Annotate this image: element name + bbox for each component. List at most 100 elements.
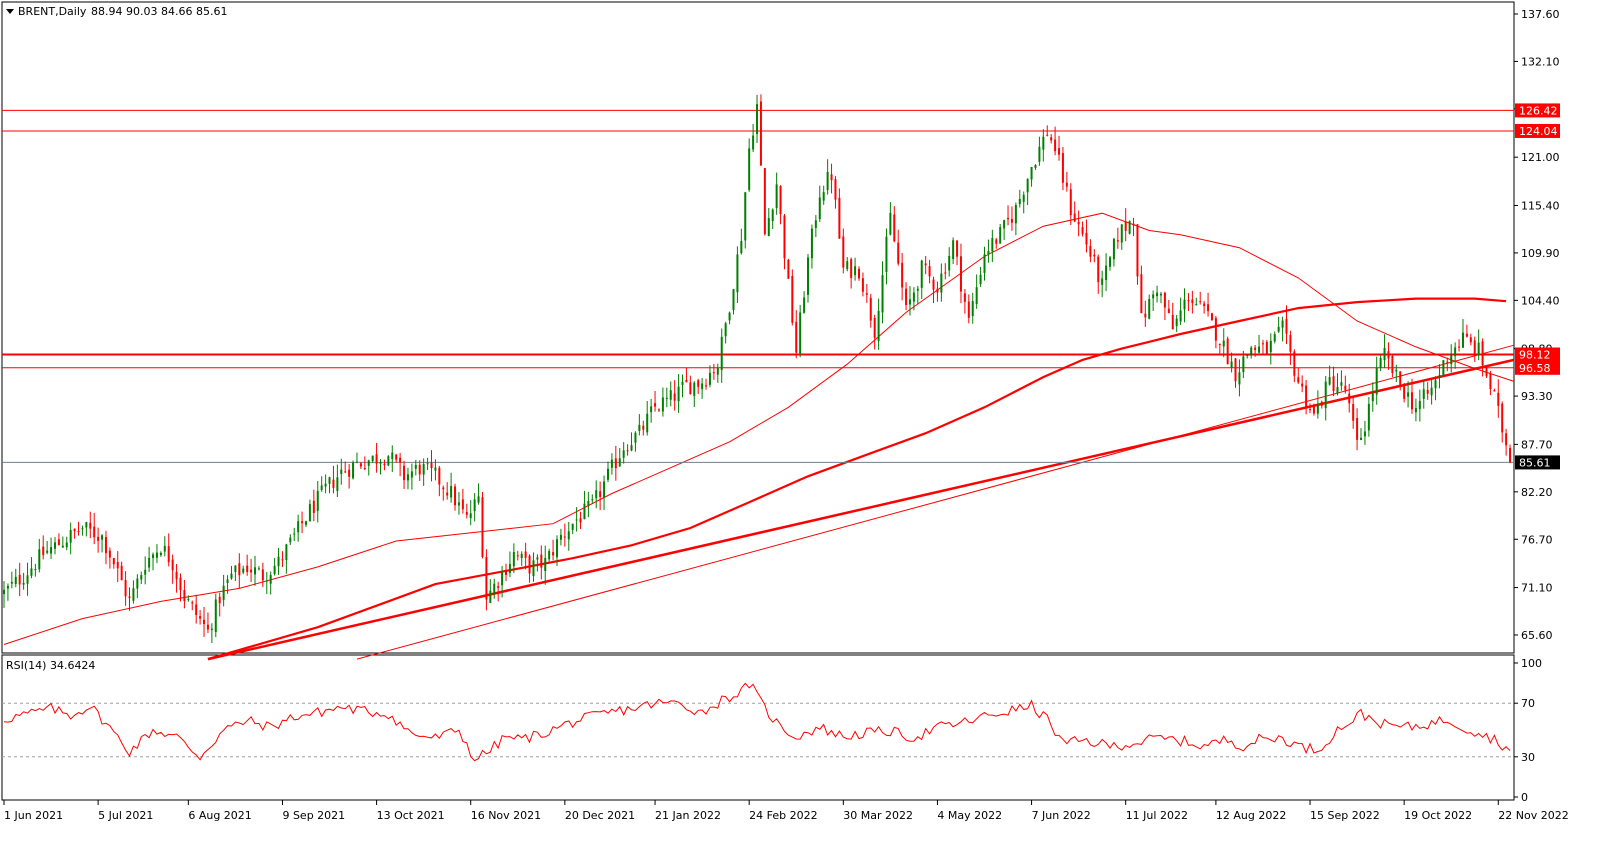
rsi-tick-label: 100 bbox=[1521, 657, 1542, 670]
candle-body bbox=[179, 577, 182, 591]
candle-body bbox=[285, 544, 288, 561]
candle-body bbox=[638, 424, 641, 431]
candle-body bbox=[818, 197, 821, 220]
candle-body bbox=[359, 463, 362, 467]
candle-body bbox=[1116, 240, 1119, 242]
candle-body bbox=[920, 260, 923, 288]
rsi-line-path bbox=[3, 682, 1511, 762]
candle-body bbox=[673, 393, 676, 401]
candle-body bbox=[905, 288, 908, 305]
candlesticks bbox=[3, 94, 1512, 643]
candle-body bbox=[1179, 310, 1182, 322]
time-tick-label: 30 Mar 2022 bbox=[843, 809, 913, 822]
time-tick-label: 21 Jan 2022 bbox=[655, 809, 721, 822]
price-tick-label: 93.30 bbox=[1521, 390, 1553, 403]
candle-body bbox=[512, 552, 515, 567]
candle-body bbox=[1336, 387, 1339, 394]
candle-body bbox=[1167, 308, 1170, 314]
candle-body bbox=[152, 554, 155, 559]
level-tag-bg bbox=[1515, 347, 1560, 362]
candle-body bbox=[587, 501, 590, 507]
candle-body bbox=[195, 604, 198, 616]
candle-body bbox=[69, 530, 72, 543]
candle-body bbox=[183, 590, 186, 602]
candle-body bbox=[477, 496, 480, 503]
candle-body bbox=[1148, 298, 1151, 319]
candle-body bbox=[614, 458, 617, 469]
candle-body bbox=[112, 558, 115, 565]
candle-body bbox=[1038, 146, 1041, 162]
candle-body bbox=[826, 171, 829, 191]
candle-body bbox=[999, 227, 1002, 244]
candle-body bbox=[304, 521, 307, 525]
candle-body bbox=[128, 596, 131, 599]
candle-body bbox=[857, 268, 860, 279]
candle-body bbox=[1493, 390, 1496, 392]
level-tag: 126.42 bbox=[1519, 104, 1558, 117]
candle-body bbox=[575, 519, 578, 521]
candle-body bbox=[1171, 314, 1174, 330]
candle-body bbox=[328, 477, 331, 484]
candle-body bbox=[446, 492, 449, 496]
candle-body bbox=[171, 559, 174, 571]
candle-body bbox=[383, 463, 386, 465]
level-tag: 98.12 bbox=[1519, 349, 1551, 362]
symbol-label: BRENT,Daily bbox=[18, 5, 87, 18]
price-axis: 137.60132.10126.60121.00115.40109.90104.… bbox=[1514, 8, 1560, 642]
candle-body bbox=[1210, 313, 1213, 321]
candle-body bbox=[1442, 360, 1445, 377]
candle-body bbox=[787, 259, 790, 279]
candle-body bbox=[1312, 406, 1315, 414]
candle-body bbox=[1371, 393, 1374, 402]
level-tag-bg bbox=[1515, 123, 1560, 138]
candle-body bbox=[1007, 217, 1010, 220]
candle-body bbox=[505, 569, 508, 575]
candle-body bbox=[536, 557, 539, 560]
candle-body bbox=[144, 569, 147, 575]
time-tick-label: 20 Dec 2021 bbox=[565, 809, 635, 822]
price-tick-label: 104.40 bbox=[1521, 294, 1560, 307]
candle-body bbox=[1207, 304, 1210, 312]
candle-body bbox=[1128, 221, 1131, 234]
candle-body bbox=[399, 457, 402, 463]
candle-body bbox=[693, 382, 696, 396]
candle-body bbox=[995, 239, 998, 244]
candle-body bbox=[873, 317, 876, 338]
candle-body bbox=[434, 467, 437, 471]
candle-body bbox=[1340, 382, 1343, 386]
chart-header: BRENT,Daily 88.94 90.03 84.66 85.61 bbox=[6, 5, 227, 18]
candle-body bbox=[1430, 387, 1433, 396]
candle-body bbox=[579, 518, 582, 523]
candle-body bbox=[1509, 447, 1512, 463]
candle-body bbox=[1305, 385, 1308, 407]
dropdown-triangle-icon[interactable] bbox=[6, 9, 14, 14]
candle-body bbox=[53, 542, 56, 549]
candle-body bbox=[865, 293, 868, 295]
candle-body bbox=[1316, 404, 1319, 414]
rsi-tick-label: 70 bbox=[1521, 697, 1535, 710]
candle-body bbox=[277, 556, 280, 567]
candle-body bbox=[387, 456, 390, 466]
candle-body bbox=[885, 236, 888, 272]
candle-body bbox=[1191, 299, 1194, 304]
candle-body bbox=[959, 256, 962, 292]
price-tick-label: 121.00 bbox=[1521, 151, 1560, 164]
candle-body bbox=[406, 474, 409, 481]
candle-body bbox=[822, 192, 825, 201]
candle-body bbox=[426, 463, 429, 465]
candle-body bbox=[1101, 278, 1104, 285]
candle-body bbox=[599, 491, 602, 498]
candle-body bbox=[1069, 189, 1072, 216]
candle-body bbox=[57, 539, 60, 546]
candle-body bbox=[1222, 340, 1225, 347]
candle-body bbox=[1018, 199, 1021, 205]
candle-body bbox=[803, 297, 806, 313]
candle-body bbox=[881, 275, 884, 313]
candle-body bbox=[1273, 334, 1276, 342]
candle-body bbox=[199, 616, 202, 619]
candle-body bbox=[1195, 304, 1198, 306]
candle-body bbox=[85, 522, 88, 528]
candle-body bbox=[732, 289, 735, 311]
candle-body bbox=[1454, 347, 1457, 357]
price-tick-label: 115.40 bbox=[1521, 199, 1560, 212]
